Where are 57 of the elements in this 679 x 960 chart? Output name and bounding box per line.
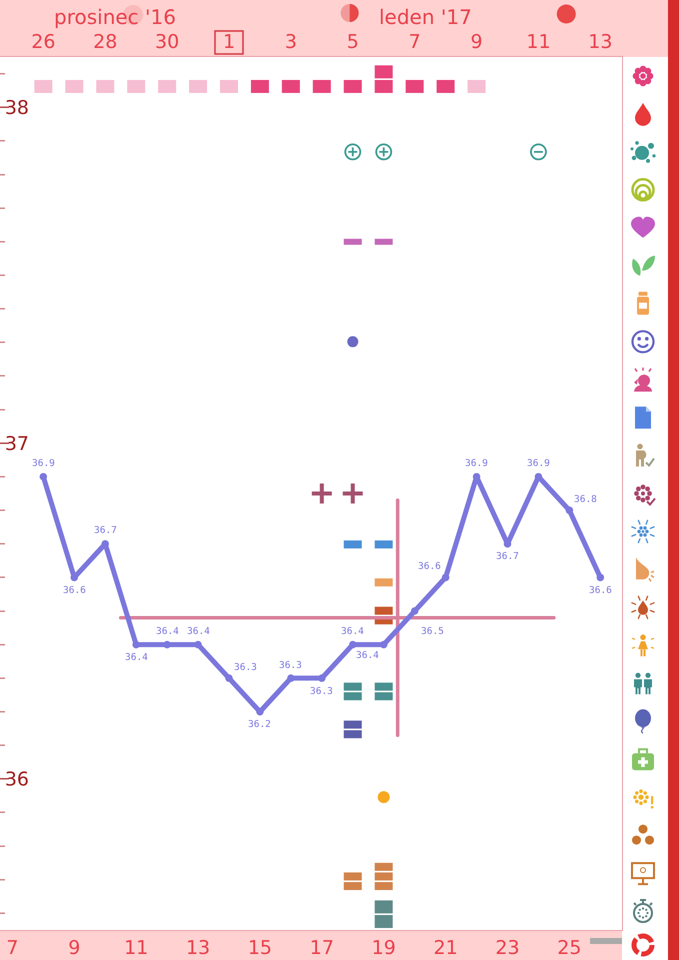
data-label: 36.2 bbox=[248, 719, 271, 730]
x-tick-label: 7 bbox=[6, 937, 18, 959]
text: prosinec '16 bbox=[54, 5, 176, 29]
x-tick-label: 25 bbox=[557, 937, 582, 959]
data-label: 36.8 bbox=[574, 494, 598, 505]
data-label: 36.3 bbox=[310, 686, 333, 697]
point bbox=[132, 640, 140, 648]
point bbox=[380, 640, 388, 648]
text: leden '17 bbox=[379, 5, 472, 29]
x2-tick-label: 11 bbox=[526, 31, 551, 54]
point bbox=[287, 674, 295, 682]
data-label: 36.6 bbox=[418, 561, 442, 572]
x-tick-label: 13 bbox=[186, 937, 210, 959]
x2-tick-label: 3 bbox=[284, 31, 297, 54]
data-label: 36.4 bbox=[156, 626, 180, 637]
point bbox=[194, 640, 202, 648]
data-label: 36.5 bbox=[421, 626, 444, 637]
data-label: 36.6 bbox=[63, 585, 86, 596]
x2-tick-label: 26 bbox=[31, 31, 56, 54]
data-label: 36.9 bbox=[527, 458, 550, 469]
x-tick-label: 23 bbox=[495, 937, 520, 959]
data-label: 36.3 bbox=[234, 662, 257, 673]
y-tick-label: 37 bbox=[4, 432, 29, 455]
point bbox=[163, 640, 171, 648]
y-tick-label: 36 bbox=[4, 768, 29, 791]
data-label: 36.7 bbox=[94, 525, 117, 536]
data-label: 36.4 bbox=[187, 626, 210, 637]
point bbox=[40, 472, 48, 480]
x2-tick-label: 1 bbox=[222, 31, 236, 54]
x-tick-label: 9 bbox=[68, 937, 80, 959]
data-label: 36.4 bbox=[125, 652, 148, 663]
x2-tick-label: 30 bbox=[155, 31, 180, 54]
x2-tick-label: 28 bbox=[93, 31, 118, 54]
data-label: 36.9 bbox=[465, 458, 488, 469]
point bbox=[349, 640, 357, 648]
point bbox=[318, 674, 326, 682]
x2-tick-label: 5 bbox=[346, 31, 359, 54]
data-label: 36.6 bbox=[589, 585, 612, 596]
point bbox=[225, 674, 233, 682]
x-tick-label: 11 bbox=[124, 937, 148, 959]
point bbox=[410, 607, 418, 615]
y-tick-label: 38 bbox=[4, 97, 29, 120]
point bbox=[596, 574, 604, 582]
x-tick-label: 15 bbox=[248, 937, 272, 959]
x-tick-label: 17 bbox=[310, 937, 334, 959]
point bbox=[566, 506, 574, 514]
x-tick-label: 21 bbox=[434, 937, 458, 959]
x2-tick-label: 9 bbox=[470, 31, 483, 54]
data-label: 36.4 bbox=[356, 650, 380, 661]
x2-tick-label: 7 bbox=[408, 31, 421, 54]
data-label: 36.3 bbox=[279, 660, 302, 671]
x2-tick-label: 13 bbox=[588, 31, 612, 54]
point bbox=[442, 574, 450, 582]
data-label: 36.4 bbox=[341, 626, 364, 637]
x-tick-label: 19 bbox=[372, 937, 396, 959]
data-label: 36.7 bbox=[496, 551, 519, 562]
data-label: 36.9 bbox=[32, 458, 56, 469]
